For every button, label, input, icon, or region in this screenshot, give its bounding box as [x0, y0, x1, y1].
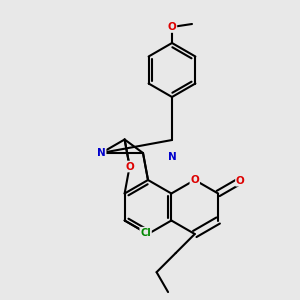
Text: N: N [97, 148, 106, 158]
Text: N: N [168, 152, 176, 162]
Text: O: O [236, 176, 245, 186]
Text: O: O [168, 22, 176, 32]
Text: O: O [190, 175, 199, 185]
Text: Cl: Cl [140, 228, 151, 238]
Text: O: O [125, 161, 134, 172]
